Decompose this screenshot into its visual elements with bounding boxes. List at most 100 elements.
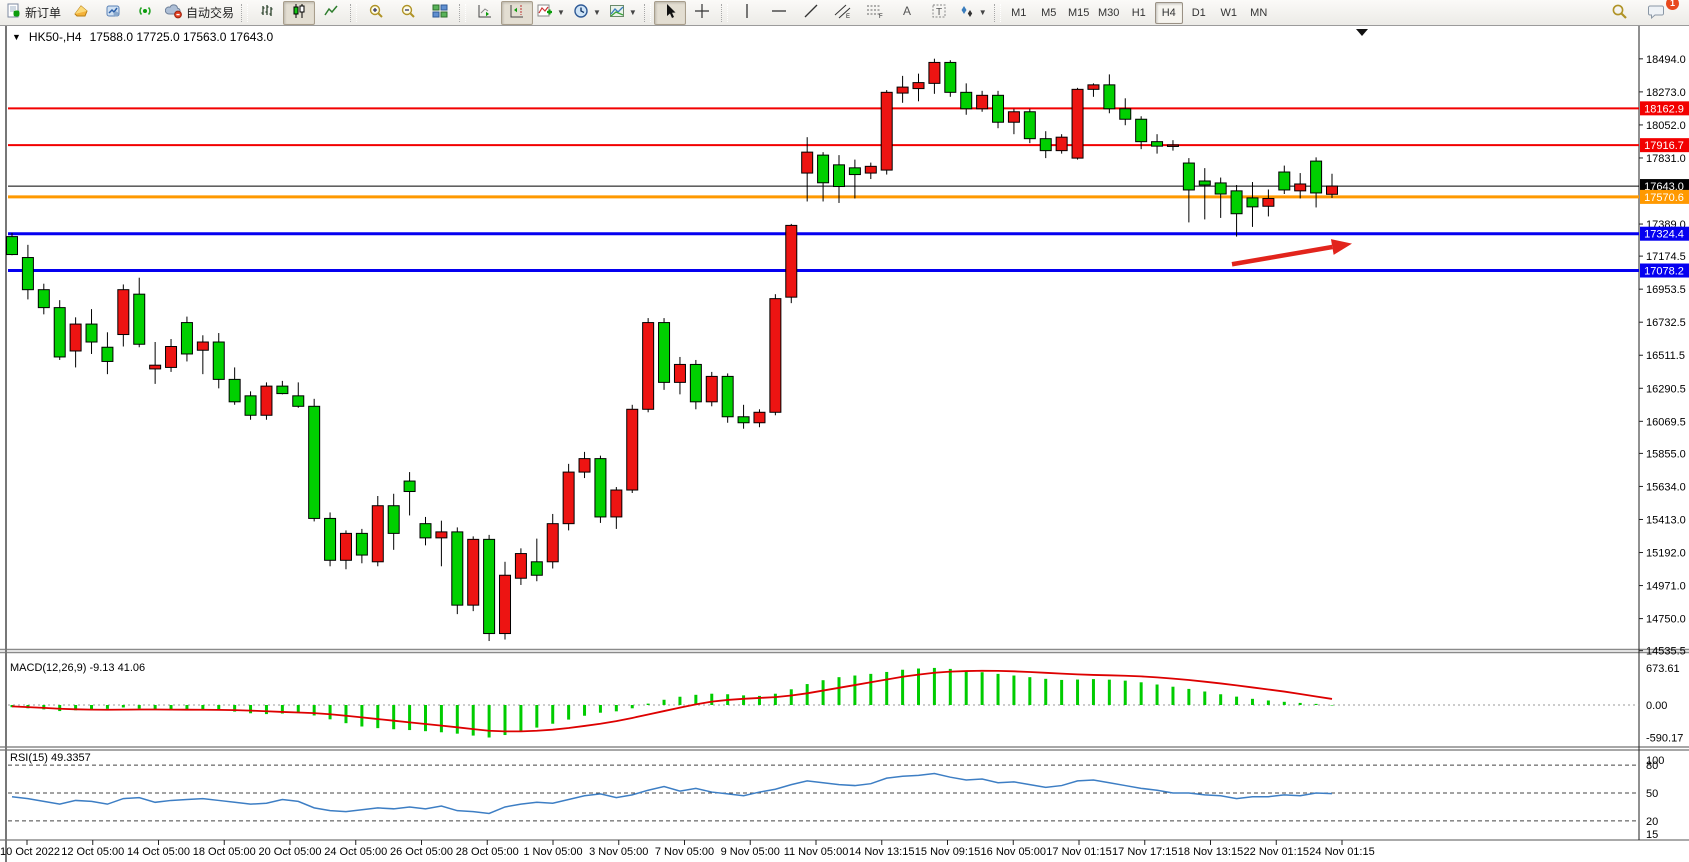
candle-up: [1262, 197, 1275, 207]
channel-tool-button[interactable]: E: [827, 1, 859, 25]
zoom-in-button[interactable]: [360, 1, 392, 25]
chart-window: 18494.018273.018052.017831.017389.017174…: [0, 26, 1689, 862]
candle-up: [928, 61, 941, 84]
text-icon: A: [900, 3, 914, 22]
arrows-tool-button[interactable]: ▼: [955, 1, 991, 25]
cursor-tool-button[interactable]: [653, 0, 686, 25]
vertical-line-tool-button[interactable]: [731, 1, 763, 25]
price-line-label-box: [1640, 138, 1689, 153]
candle-up: [562, 471, 575, 525]
macd-tick-label: -590.17: [1646, 733, 1683, 745]
fibonacci-tool-button[interactable]: F: [859, 1, 891, 25]
candle-up: [976, 94, 989, 110]
zoom-out-icon: [400, 3, 416, 22]
timeframe-button-h1[interactable]: H1: [1131, 6, 1146, 19]
candle-down: [292, 395, 305, 407]
toolbar-grip: [720, 3, 728, 22]
candle-down: [228, 378, 241, 403]
timeframe-button-d1[interactable]: D1: [1191, 6, 1206, 19]
signals-button[interactable]: [129, 1, 161, 25]
timeframe-button-w1[interactable]: W1: [1220, 6, 1237, 19]
trend-arrow-annotation[interactable]: [1231, 244, 1333, 267]
chart-dropdown-icon[interactable]: ▼: [12, 32, 21, 42]
price-line-label: 17078.2: [1644, 266, 1684, 278]
rsi-indicator-label: RSI(15) 49.3357: [10, 752, 91, 764]
candle-up: [435, 531, 448, 539]
auto-scroll-button[interactable]: [469, 1, 501, 25]
horizontal-line-icon: [771, 3, 787, 22]
candle-up: [801, 151, 814, 174]
price-tick-label: 18494.0: [1646, 54, 1686, 66]
toolbar-grip: [241, 3, 249, 22]
candle-down: [37, 289, 50, 309]
trendline-icon: [803, 3, 819, 22]
notifications-button[interactable]: 1: [1641, 0, 1679, 25]
search-button[interactable]: [1603, 1, 1635, 25]
rsi-tick-label: 50: [1646, 788, 1658, 800]
data-window-button[interactable]: [97, 1, 129, 25]
market-watch-button[interactable]: [65, 1, 97, 25]
timeframe-group: M1 M5 M15 M30 H1 H4 D1 W1 MN: [1004, 1, 1274, 24]
candle-down: [1119, 108, 1132, 120]
candle-down: [1103, 84, 1116, 110]
autotrade-button[interactable]: 自动交易: [161, 1, 238, 25]
candle-up: [260, 385, 273, 416]
candle-up: [1071, 88, 1084, 159]
price-line-label-box: [1640, 189, 1689, 204]
timeframe-button-mn[interactable]: MN: [1250, 6, 1268, 19]
candle-down: [594, 458, 607, 518]
zoom-out-button[interactable]: [392, 1, 424, 25]
line-chart-button[interactable]: [315, 1, 347, 25]
chart-title: ▼ HK50-,H4 17588.0 17725.0 17563.0 17643…: [12, 30, 273, 44]
time-tick-label: 14 Nov 13:15: [849, 846, 914, 858]
candle-up: [69, 323, 82, 352]
periods-button[interactable]: ▼: [569, 1, 605, 25]
candle-down: [944, 61, 957, 93]
autotrade-label: 自动交易: [186, 6, 235, 20]
candle-down: [324, 517, 337, 561]
macd-tick-label: 673.61: [1646, 663, 1680, 675]
text-label-tool-button[interactable]: T: [923, 1, 955, 25]
rsi-tick-label: 80: [1646, 760, 1658, 772]
data-window-icon: [105, 3, 121, 22]
chart-shift-marker[interactable]: [1356, 29, 1368, 36]
candlestick-chart-button[interactable]: [283, 0, 316, 25]
time-tick-label: 22 Nov 01:15: [1244, 846, 1309, 858]
price-tick-label: 15413.0: [1646, 514, 1686, 526]
price-axis[interactable]: [1639, 26, 1689, 840]
horizontal-line-tool-button[interactable]: [763, 1, 795, 25]
rsi-tick-label: 15: [1646, 829, 1658, 841]
new-order-icon: [6, 3, 22, 22]
candle-down: [244, 395, 257, 416]
candle-up: [514, 553, 527, 579]
crosshair-tool-button[interactable]: [686, 1, 718, 25]
candle-up: [499, 574, 512, 635]
tile-windows-button[interactable]: [424, 1, 456, 25]
candle-up: [1087, 84, 1100, 90]
timeframe-button-m5[interactable]: M5: [1041, 6, 1057, 19]
candle-up: [149, 364, 162, 370]
timeframe-button-m30[interactable]: M30: [1098, 6, 1120, 19]
text-tool-button[interactable]: A: [891, 1, 923, 25]
timeframe-button-m15[interactable]: M15: [1068, 6, 1090, 19]
timeframe-button-m1[interactable]: M1: [1011, 6, 1027, 19]
chart-canvas[interactable]: 18494.018273.018052.017831.017389.017174…: [0, 26, 1689, 862]
search-icon: [1611, 3, 1628, 23]
trendline-tool-button[interactable]: [795, 1, 827, 25]
templates-button[interactable]: ▼: [605, 1, 641, 25]
periods-clock-icon: [573, 3, 589, 22]
chart-shift-button[interactable]: [501, 0, 534, 25]
candle-down: [85, 323, 98, 343]
chevron-down-icon: ▼: [557, 8, 565, 17]
timeframe-button-h4[interactable]: H4: [1154, 1, 1183, 24]
zoom-in-icon: [368, 3, 384, 22]
svg-text:T: T: [936, 7, 942, 18]
bar-chart-button[interactable]: [251, 1, 283, 25]
candle-down: [530, 561, 543, 576]
time-axis[interactable]: [0, 840, 1689, 862]
indicators-button[interactable]: ▼: [533, 1, 569, 25]
new-order-button[interactable]: 新订单: [2, 1, 65, 25]
candle-down: [848, 167, 861, 176]
candle-up: [339, 532, 352, 561]
